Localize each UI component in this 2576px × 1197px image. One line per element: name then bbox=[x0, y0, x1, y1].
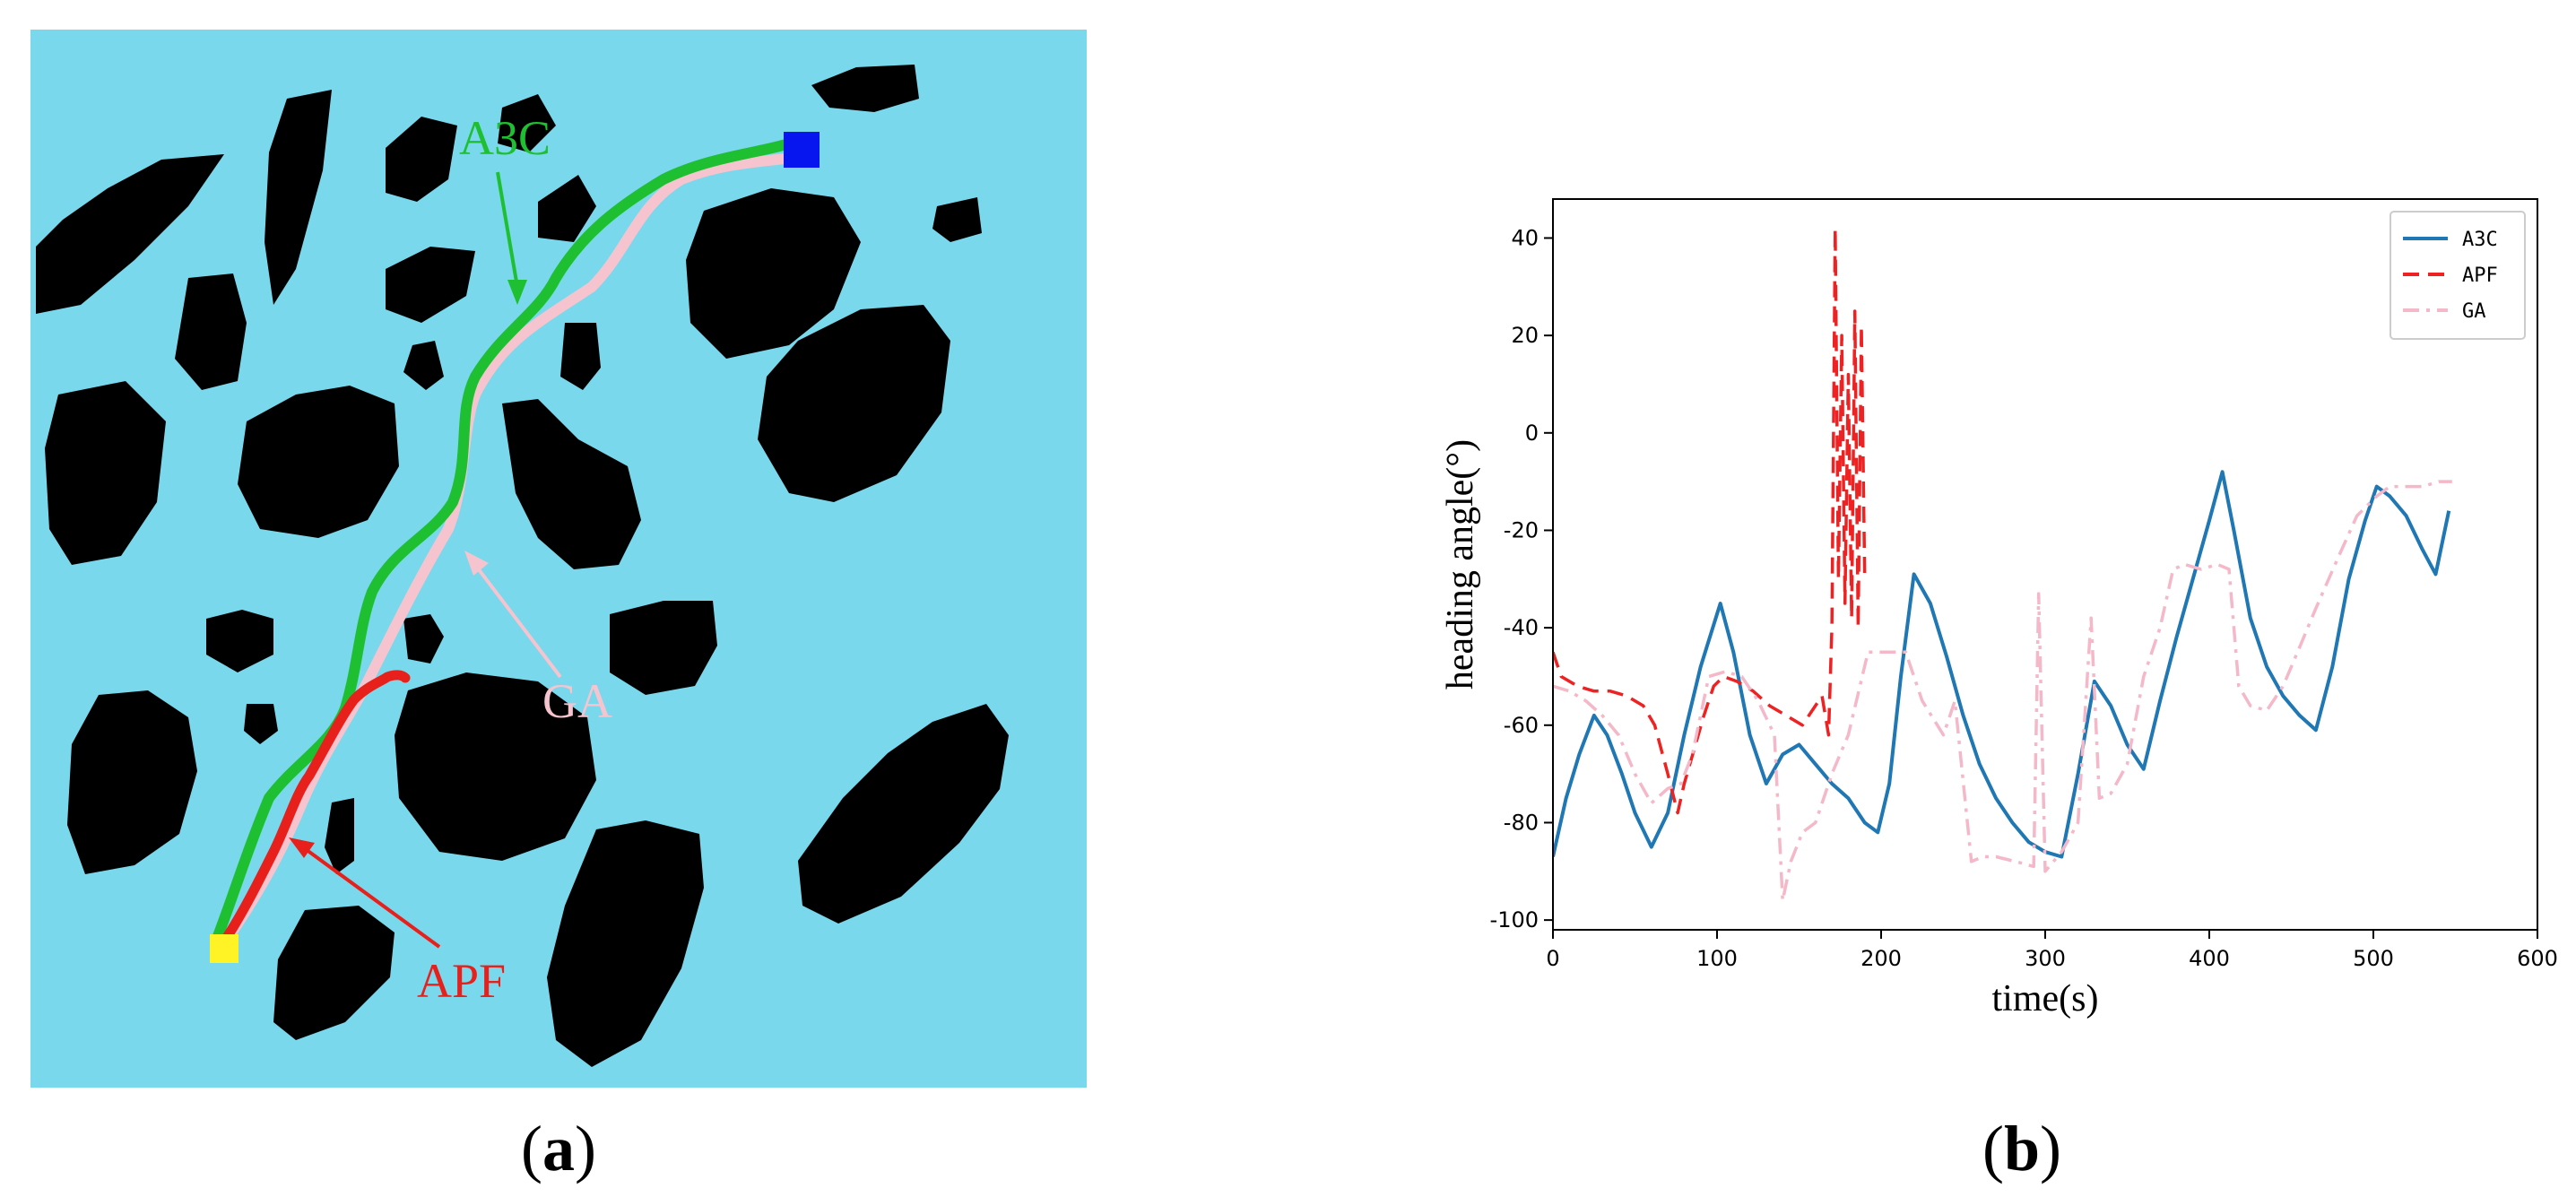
y-tick-label: 40 bbox=[1511, 225, 1539, 250]
y-tick-label: -20 bbox=[1504, 517, 1539, 542]
obstacle bbox=[798, 704, 1009, 924]
obstacle bbox=[560, 323, 601, 390]
start-marker bbox=[210, 934, 239, 963]
panel-a-map: A3C GA APF (a) bbox=[30, 30, 1087, 1184]
y-tick-label: -40 bbox=[1504, 615, 1539, 640]
series-layer bbox=[1553, 226, 2452, 903]
y-tick-label: -100 bbox=[1490, 907, 1539, 932]
legend-label-apf: APF bbox=[2462, 265, 2498, 287]
obstacle bbox=[932, 197, 982, 242]
obstacle bbox=[758, 305, 950, 502]
obstacle bbox=[502, 399, 641, 569]
y-tick-label: 20 bbox=[1511, 323, 1539, 348]
annotation-apf-label: APF bbox=[417, 954, 506, 1008]
obstacle bbox=[811, 65, 919, 112]
obstacle bbox=[325, 798, 354, 874]
obstacle bbox=[244, 704, 278, 744]
obstacle bbox=[36, 154, 224, 314]
annotation-a3c-label: A3C bbox=[459, 111, 551, 165]
obstacle bbox=[403, 341, 444, 390]
y-axis: -100 -80 -60 -40 -20 0 20 40 bbox=[1490, 225, 1553, 932]
path-apf bbox=[219, 670, 411, 947]
annotation-a3c: A3C bbox=[459, 111, 551, 305]
panel-b-label: (b) bbox=[1982, 1113, 2061, 1184]
legend: A3C APF GA bbox=[2390, 211, 2526, 340]
obstacle bbox=[273, 906, 395, 1040]
obstacle bbox=[403, 614, 444, 664]
obstacle bbox=[206, 610, 273, 672]
path-a3c bbox=[210, 138, 794, 949]
y-tick-label: -80 bbox=[1504, 810, 1539, 835]
x-tick-label: 0 bbox=[1546, 946, 1559, 971]
panel-b-chart: 0 100 200 300 400 500 600 -100 -80 -60 -40 -20 0 20 4… bbox=[1440, 198, 2558, 1184]
legend-label-a3c: A3C bbox=[2462, 229, 2498, 251]
legend-box bbox=[2390, 211, 2526, 340]
legend-label-ga: GA bbox=[2462, 300, 2486, 323]
x-axis: 0 100 200 300 400 500 600 bbox=[1546, 930, 2558, 971]
obstacle bbox=[175, 273, 247, 390]
x-tick-label: 600 bbox=[2517, 946, 2558, 971]
obstacle bbox=[610, 601, 717, 695]
obstacle bbox=[498, 94, 556, 152]
annotation-ga: GA bbox=[464, 551, 612, 728]
obstacle bbox=[265, 90, 332, 305]
x-tick-label: 500 bbox=[2353, 946, 2394, 971]
series-line-apf bbox=[1553, 226, 1867, 815]
x-axis-title: time(s) bbox=[1992, 978, 2099, 1019]
annotation-ga-label: GA bbox=[542, 674, 612, 728]
series-line-a3c bbox=[1553, 470, 2451, 859]
obstacle bbox=[386, 247, 475, 323]
obstacle bbox=[67, 690, 197, 874]
x-tick-label: 100 bbox=[1696, 946, 1738, 971]
obstacle bbox=[547, 820, 704, 1067]
y-tick-label: 0 bbox=[1525, 421, 1539, 446]
obstacle bbox=[538, 175, 596, 242]
goal-marker bbox=[784, 132, 820, 168]
y-axis-title: heading angle(°) bbox=[1440, 439, 1481, 690]
obstacle bbox=[238, 386, 399, 538]
series-line-ga bbox=[1553, 480, 2452, 903]
x-tick-label: 300 bbox=[2025, 946, 2066, 971]
annotation-apf: APF bbox=[289, 837, 506, 1008]
obstacles bbox=[36, 65, 1009, 1067]
x-tick-label: 200 bbox=[1860, 946, 1902, 971]
x-tick-label: 400 bbox=[2189, 946, 2230, 971]
obstacle bbox=[386, 117, 457, 202]
panel-a-label: (a) bbox=[521, 1113, 596, 1184]
obstacle bbox=[686, 188, 861, 359]
obstacle bbox=[45, 381, 166, 565]
obstacle bbox=[395, 672, 596, 861]
y-tick-label: -60 bbox=[1504, 713, 1539, 738]
